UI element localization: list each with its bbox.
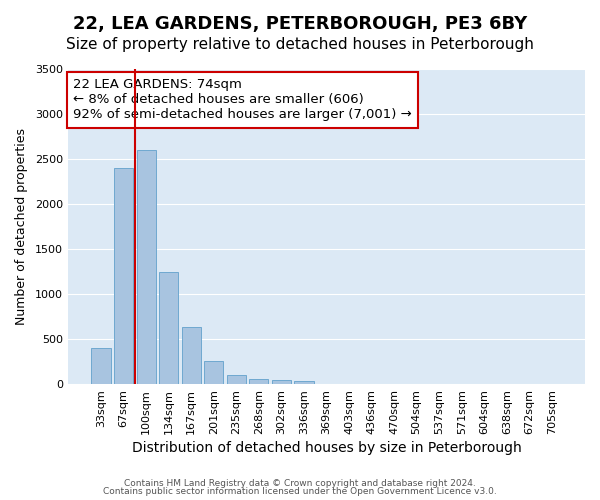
Bar <box>91 348 110 384</box>
Text: Size of property relative to detached houses in Peterborough: Size of property relative to detached ho… <box>66 38 534 52</box>
Text: Contains HM Land Registry data © Crown copyright and database right 2024.: Contains HM Land Registry data © Crown c… <box>124 478 476 488</box>
Bar <box>295 381 314 384</box>
Text: Contains public sector information licensed under the Open Government Licence v3: Contains public sector information licen… <box>103 487 497 496</box>
Bar <box>137 150 155 384</box>
Bar <box>182 326 201 384</box>
Bar <box>204 361 223 384</box>
Bar <box>159 272 178 384</box>
Bar <box>249 379 268 384</box>
X-axis label: Distribution of detached houses by size in Peterborough: Distribution of detached houses by size … <box>131 441 521 455</box>
Bar <box>227 375 246 384</box>
Text: 22, LEA GARDENS, PETERBOROUGH, PE3 6BY: 22, LEA GARDENS, PETERBOROUGH, PE3 6BY <box>73 15 527 33</box>
Bar <box>114 168 133 384</box>
Text: 22 LEA GARDENS: 74sqm
← 8% of detached houses are smaller (606)
92% of semi-deta: 22 LEA GARDENS: 74sqm ← 8% of detached h… <box>73 78 412 122</box>
Bar <box>272 380 291 384</box>
Y-axis label: Number of detached properties: Number of detached properties <box>15 128 28 325</box>
